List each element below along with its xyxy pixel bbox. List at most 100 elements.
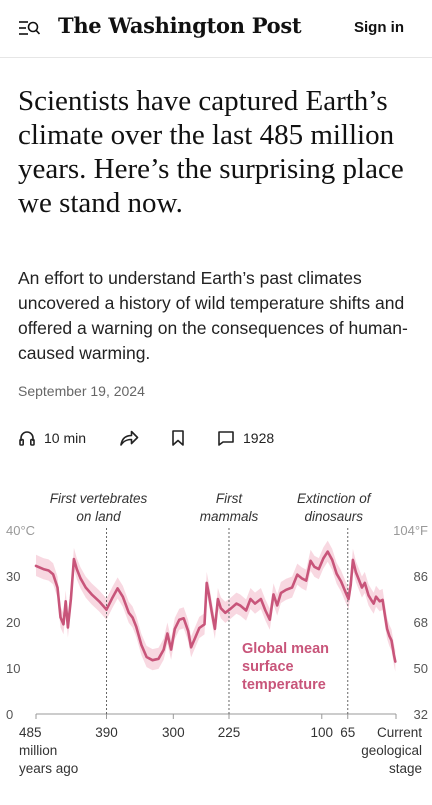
temperature-data-point xyxy=(309,559,312,562)
temperature-data-point xyxy=(105,608,108,611)
x-tick-label: 100 xyxy=(311,725,334,740)
temperature-data-point xyxy=(35,565,37,567)
temperature-chart: 0 10 20 30 40°C 32 50 68 86 104°F First vertebrate… xyxy=(0,478,432,800)
temperature-data-point xyxy=(59,616,62,619)
temperature-data-point xyxy=(62,623,65,626)
temperature-data-point xyxy=(300,577,303,580)
temperature-data-point xyxy=(140,644,143,646)
site-logo[interactable]: The Washington Post xyxy=(58,13,302,38)
y-tick-left-label: 0 xyxy=(6,707,13,722)
y-tick-left-label: 20 xyxy=(6,615,20,630)
x-tick-label: geological xyxy=(361,743,422,758)
temperature-data-point xyxy=(75,568,78,570)
uncertainty-band xyxy=(36,540,396,672)
temperature-data-point xyxy=(249,598,252,600)
temperature-data-point xyxy=(381,599,384,601)
temperature-data-point xyxy=(370,599,373,602)
event-label: First xyxy=(216,491,243,506)
bookmark-icon xyxy=(172,430,184,446)
temperature-data-point xyxy=(166,632,169,635)
listen-button[interactable]: 10 min xyxy=(18,426,86,450)
temperature-data-point xyxy=(170,648,173,651)
x-tick-label: million xyxy=(19,743,57,758)
temperature-data-point xyxy=(235,602,238,605)
temperature-data-point xyxy=(378,600,381,603)
x-tick-label: Current xyxy=(377,725,422,740)
temperature-data-point xyxy=(361,586,363,589)
temperature-data-point xyxy=(326,550,329,553)
temperature-data-point xyxy=(190,646,193,649)
temperature-data-point xyxy=(173,628,176,630)
publish-date: September 19, 2024 xyxy=(18,383,145,399)
temperature-data-point xyxy=(90,593,93,596)
temperature-data-point xyxy=(280,592,282,594)
temperature-data-point xyxy=(367,594,370,597)
comments-count: 1928 xyxy=(243,430,275,446)
x-tick-label: 300 xyxy=(162,725,185,740)
temperature-data-point xyxy=(162,648,165,651)
temperature-data-point xyxy=(296,573,299,576)
temperature-data-point xyxy=(178,618,181,621)
temperature-data-point xyxy=(313,565,316,568)
temperature-data-point xyxy=(205,582,208,584)
temperature-data-point xyxy=(42,568,45,570)
temperature-data-point xyxy=(52,573,54,576)
temperature-data-point xyxy=(340,580,342,583)
temperature-data-point xyxy=(224,611,227,614)
temperature-data-point xyxy=(349,584,352,587)
temperature-data-point xyxy=(219,607,222,610)
site-header: The Washington Post Sign in xyxy=(0,0,432,58)
y-tick-left-label: 30 xyxy=(6,569,20,584)
event-label: mammals xyxy=(200,509,259,524)
temperature-data-point xyxy=(131,616,134,619)
temperature-data-point xyxy=(375,595,377,598)
x-tick-label: 485 xyxy=(19,725,42,740)
temperature-data-point xyxy=(67,626,69,629)
event-label: First vertebrates xyxy=(50,491,148,506)
temperature-data-point xyxy=(305,579,308,582)
temperature-data-point xyxy=(64,600,67,603)
y-tick-right-label: 86 xyxy=(414,569,428,584)
comments-button[interactable]: 1928 xyxy=(217,426,274,450)
y-tick-right-label: 50 xyxy=(414,661,428,676)
save-button[interactable] xyxy=(170,426,186,450)
temperature-data-point xyxy=(355,571,357,574)
chart-svg: 0 10 20 30 40°C 32 50 68 86 104°F First vertebrate… xyxy=(6,491,428,776)
temperature-data-point xyxy=(322,557,325,560)
temperature-data-point xyxy=(392,653,395,656)
sign-in-link[interactable]: Sign in xyxy=(354,19,404,36)
temperature-data-point xyxy=(70,598,72,600)
y-tick-right-label: 104°F xyxy=(393,523,428,538)
temperature-data-point xyxy=(358,578,360,581)
y-tick-right-label: 68 xyxy=(414,615,428,630)
temperature-data-point xyxy=(214,628,216,630)
x-tick-label: 390 xyxy=(95,725,118,740)
menu-search-icon[interactable] xyxy=(18,17,40,39)
y-tick-right-label: 32 xyxy=(414,707,428,722)
temperature-data-point xyxy=(335,572,338,575)
temperature-data-point xyxy=(276,604,279,607)
share-button[interactable] xyxy=(119,426,139,450)
series-label: Global mean xyxy=(242,641,329,657)
temperature-data-point xyxy=(239,604,242,607)
x-tick-label: years ago xyxy=(19,761,78,776)
temperature-data-point xyxy=(363,582,366,584)
temperature-data-point xyxy=(151,659,154,662)
x-tick-label: 225 xyxy=(218,725,241,740)
temperature-data-point xyxy=(98,600,100,603)
temperature-data-point xyxy=(194,635,197,638)
temperature-data-point xyxy=(291,586,293,589)
temperature-data-point xyxy=(331,559,334,561)
temperature-data-point xyxy=(344,591,347,593)
temperature-data-point xyxy=(217,598,219,600)
x-tick-label: stage xyxy=(389,761,422,776)
temperature-data-point xyxy=(135,625,138,628)
share-arrow-icon xyxy=(120,430,139,446)
temperature-series-line xyxy=(34,550,397,663)
temperature-data-point xyxy=(157,657,160,660)
temperature-data-point xyxy=(268,618,271,621)
temperature-data-point xyxy=(264,609,267,612)
temperature-data-point xyxy=(182,617,185,620)
temperature-data-point xyxy=(56,586,59,589)
temperature-data-point xyxy=(145,656,148,658)
